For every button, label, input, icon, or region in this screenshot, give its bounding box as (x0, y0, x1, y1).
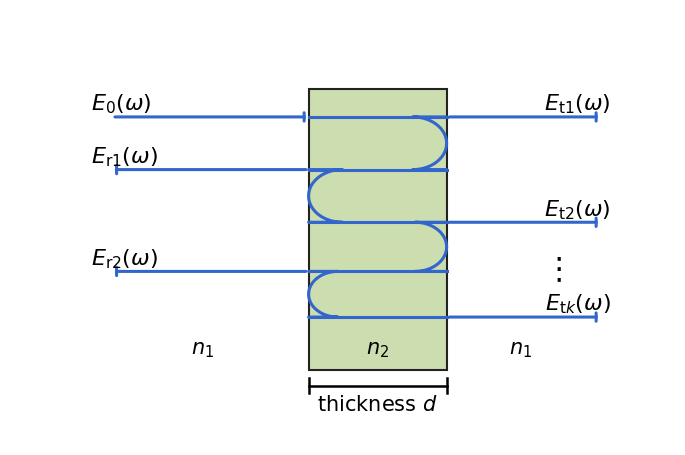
Text: $\vdots$: $\vdots$ (543, 256, 562, 284)
Text: $E_{\mathrm{t}k}(\omega)$: $E_{\mathrm{t}k}(\omega)$ (545, 292, 611, 316)
Bar (308, 90, 447, 370)
Text: $n_1$: $n_1$ (510, 339, 532, 359)
Text: thickness $d$: thickness $d$ (317, 394, 438, 415)
Text: $n_1$: $n_1$ (191, 339, 214, 359)
Text: $E_{\mathrm{t}1}(\omega)$: $E_{\mathrm{t}1}(\omega)$ (545, 92, 611, 116)
Text: $E_0(\omega)$: $E_0(\omega)$ (91, 92, 151, 116)
Text: $E_{\mathrm{t}2}(\omega)$: $E_{\mathrm{t}2}(\omega)$ (545, 197, 611, 221)
Text: $E_{\mathrm{r}2}(\omega)$: $E_{\mathrm{r}2}(\omega)$ (91, 247, 158, 270)
Text: $E_{\mathrm{r}1}(\omega)$: $E_{\mathrm{r}1}(\omega)$ (91, 145, 158, 168)
Text: $n_2$: $n_2$ (366, 339, 389, 359)
